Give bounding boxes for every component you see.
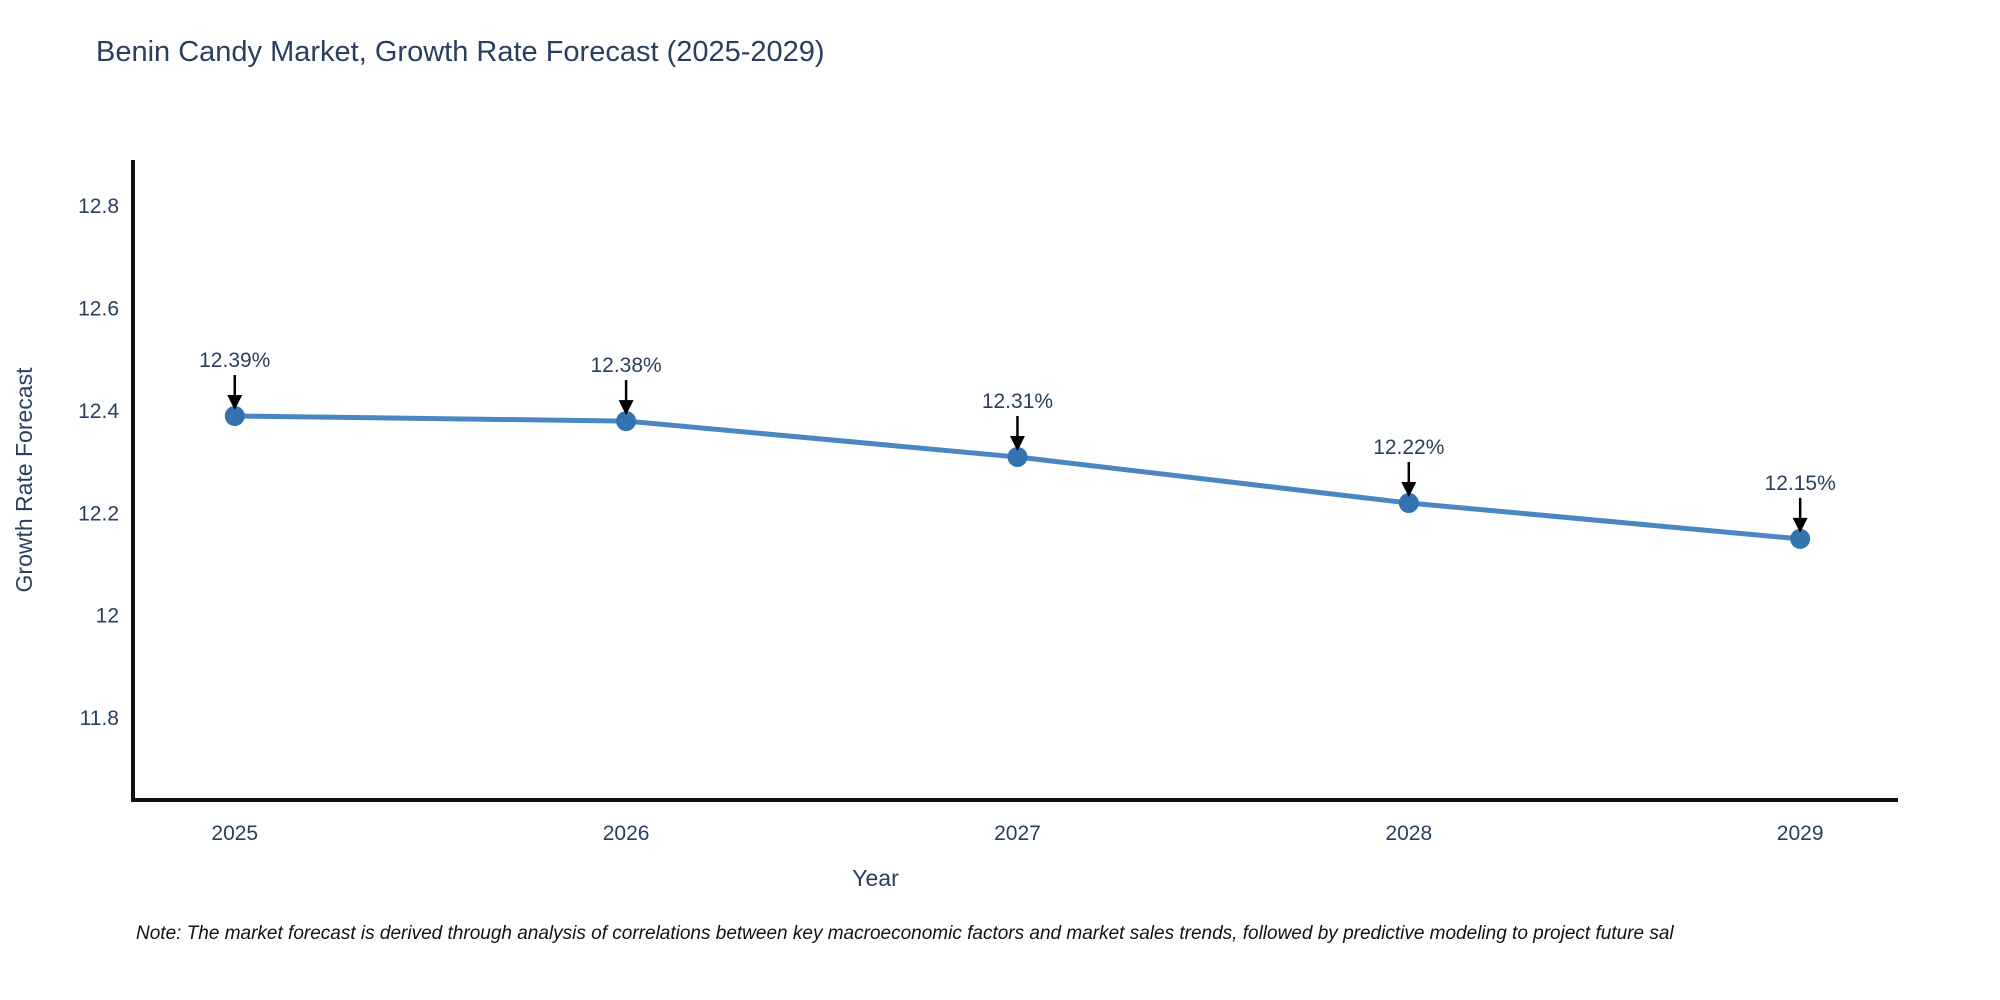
x-tick-label: 2026 <box>603 822 650 845</box>
point-annotation: 12.15% <box>1765 472 1836 533</box>
point-value-label: 12.22% <box>1373 436 1444 459</box>
annotation-arrowhead-icon <box>1792 517 1808 533</box>
point-annotation: 12.22% <box>1373 436 1444 498</box>
data-point-marker <box>1007 446 1028 467</box>
x-tick-label: 2025 <box>211 822 258 845</box>
chart-title: Benin Candy Market, Growth Rate Forecast… <box>96 36 825 68</box>
point-value-label: 12.39% <box>199 349 270 372</box>
footnote: Note: The market forecast is derived thr… <box>136 923 1674 944</box>
annotation-arrowhead-icon <box>618 400 634 416</box>
data-point-marker <box>224 406 245 426</box>
point-value-label: 12.31% <box>982 390 1053 413</box>
y-tick-label: 12.6 <box>78 297 119 320</box>
x-axis-title: Year <box>852 865 899 891</box>
x-tick-label: 2028 <box>1385 822 1432 845</box>
point-annotation: 12.31% <box>982 390 1053 451</box>
x-tick-label: 2027 <box>994 822 1041 845</box>
y-tick-label: 12 <box>96 605 119 628</box>
point-annotation: 12.39% <box>199 349 270 410</box>
y-tick-label: 12.2 <box>78 502 119 525</box>
annotation-arrowhead-icon <box>1401 482 1417 498</box>
y-tick-label: 11.8 <box>80 707 119 730</box>
x-tick-label: 2029 <box>1777 822 1824 845</box>
point-value-label: 12.15% <box>1765 472 1836 495</box>
annotation-arrowhead-icon <box>1009 435 1025 451</box>
point-value-label: 12.38% <box>590 354 661 377</box>
data-point-marker <box>1790 528 1811 549</box>
y-tick-label: 12.4 <box>78 400 119 423</box>
data-point-marker <box>1398 493 1419 514</box>
y-axis-title: Growth Rate Forecast <box>11 367 37 593</box>
y-tick-label: 12.8 <box>78 195 119 218</box>
point-annotation: 12.38% <box>590 354 662 416</box>
data-point-marker <box>616 411 637 432</box>
annotation-arrowhead-icon <box>227 395 243 410</box>
